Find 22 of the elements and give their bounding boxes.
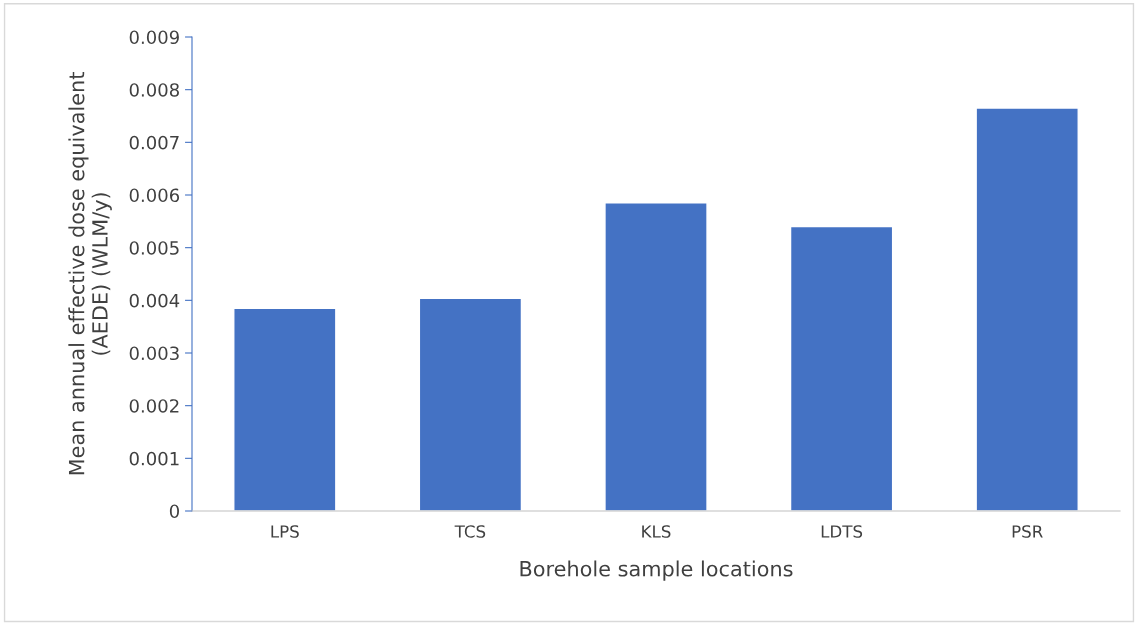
y-tick-label: 0.003 [129, 346, 179, 361]
y-tick-label: 0.002 [129, 399, 179, 413]
y-tick-label: 0.004 [129, 293, 180, 308]
y-tick-label: 0.006 [129, 188, 180, 203]
x-tick-label: LDTS [821, 525, 863, 538]
x-tick-label: TCS [454, 525, 486, 538]
x-tick-label: PSR [1012, 525, 1043, 538]
bar [233, 307, 337, 511]
bar [975, 107, 1079, 511]
x-axis-title: Borehole sample locations [520, 560, 793, 581]
y-axis-title: Mean annual effective dose equivalent (AEDE) (WLM/y) [68, 72, 112, 475]
bar [789, 225, 894, 511]
bar [418, 297, 523, 511]
bar [604, 202, 708, 511]
y-tick-label: 0.009 [129, 30, 179, 45]
y-tick-label: 0.008 [129, 83, 179, 97]
y-tick-label: 0.001 [129, 451, 179, 466]
y-tick-label: 0 [169, 504, 179, 519]
y-tick-label: 0.007 [129, 135, 179, 150]
x-tick-label: LPS [271, 525, 299, 538]
x-tick-label: KLS [642, 525, 671, 538]
y-tick-label: 0.005 [129, 241, 179, 255]
